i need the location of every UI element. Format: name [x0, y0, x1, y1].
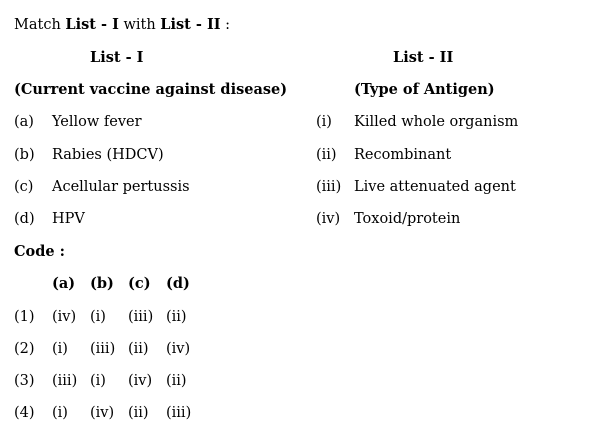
- list1-item-key: (b): [14, 148, 35, 163]
- option-value: (iii): [52, 374, 77, 389]
- option-value: (ii): [166, 374, 187, 389]
- code-header: (c): [128, 277, 151, 292]
- list2-item-key: (iv): [316, 212, 340, 227]
- option-value: (iii): [90, 342, 115, 357]
- list2-item-key: (ii): [316, 148, 337, 163]
- option-value: (i): [52, 406, 68, 421]
- option-value: (iv): [90, 406, 114, 421]
- option-value: (ii): [166, 310, 187, 325]
- intro-pre: Match: [14, 17, 65, 33]
- question-intro: Match List - I with List - II :: [14, 18, 230, 33]
- list1-item-text: Rabies (HDCV): [52, 148, 164, 163]
- option-value: (iv): [166, 342, 190, 357]
- list2-item-key: (iii): [316, 180, 341, 195]
- option-number: (4): [14, 406, 35, 421]
- intro-list1: List - I: [65, 16, 118, 33]
- option-value: (iv): [128, 374, 152, 389]
- list1-item-key: (c): [14, 180, 33, 195]
- option-number: (2): [14, 342, 35, 357]
- option-value: (i): [90, 374, 106, 389]
- list2-item-text: Killed whole organism: [354, 115, 518, 130]
- intro-post: :: [221, 17, 231, 33]
- list1-subheading: (Current vaccine against disease): [14, 83, 287, 98]
- list2-item-text: Toxoid/protein: [354, 212, 460, 227]
- list1-item-text: Acellular pertussis: [52, 180, 190, 195]
- list2-heading: List - II: [393, 51, 453, 66]
- intro-list2: List - II: [160, 16, 220, 33]
- option-value: (i): [90, 310, 106, 325]
- list1-item-key: (d): [14, 212, 35, 227]
- option-value: (iii): [166, 406, 191, 421]
- option-value: (i): [52, 342, 68, 357]
- option-value: (ii): [128, 342, 149, 357]
- option-value: (iii): [128, 310, 153, 325]
- list2-subheading: (Type of Antigen): [354, 83, 495, 98]
- list2-item-key: (i): [316, 115, 332, 130]
- option-number: (1): [14, 310, 35, 325]
- list2-item-text: Live attenuated agent: [354, 180, 516, 195]
- code-label: Code :: [14, 245, 65, 260]
- intro-mid: with: [119, 17, 160, 33]
- list1-item-key: (a): [14, 115, 34, 130]
- option-value: (iv): [52, 310, 76, 325]
- code-header: (d): [166, 277, 190, 292]
- list1-item-text: Yellow fever: [52, 115, 142, 130]
- code-header: (a): [52, 277, 75, 292]
- option-number: (3): [14, 374, 35, 389]
- list2-item-text: Recombinant: [354, 148, 451, 163]
- option-value: (ii): [128, 406, 149, 421]
- list1-heading: List - I: [90, 51, 143, 66]
- code-header: (b): [90, 277, 114, 292]
- list1-item-text: HPV: [52, 212, 85, 227]
